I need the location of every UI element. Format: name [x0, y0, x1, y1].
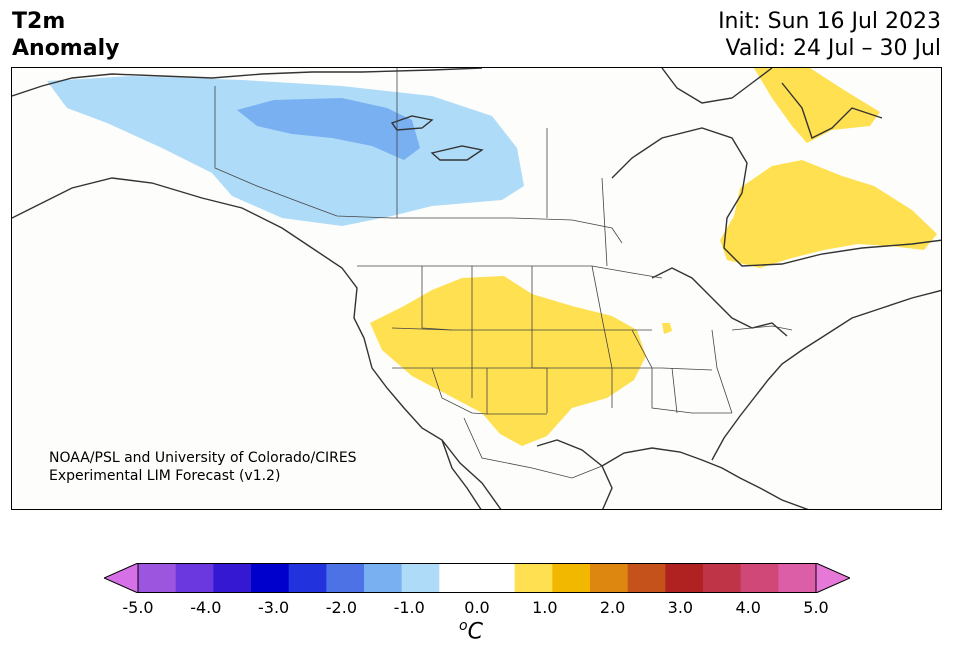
colorbar-bin [552, 563, 591, 593]
anomaly-map [12, 68, 941, 509]
credit-line-1: NOAA/PSL and University of Colorado/CIRE… [49, 450, 357, 466]
colorbar-tick-label: 0.0 [464, 598, 490, 617]
colorbar-bin [251, 563, 290, 593]
title-variable: T2m [12, 9, 66, 34]
colorbar-bin [288, 563, 327, 593]
colorbar-bin [514, 563, 553, 593]
colorbar-tick-label: 3.0 [667, 598, 694, 617]
credit-line-2: Experimental LIM Forecast (v1.2) [49, 468, 281, 484]
colorbar-tick-label: 1.0 [532, 598, 558, 617]
warm-anomaly-western-us [370, 276, 646, 446]
colorbar-tick-label: 2.0 [599, 598, 626, 617]
colorbar-bin [665, 563, 704, 593]
init-date: Init: Sun 16 Jul 2023 [718, 9, 941, 34]
colorbar-bin [439, 563, 478, 593]
colorbar-tick-label: -2.0 [325, 598, 357, 617]
map-panel [11, 67, 942, 510]
colorbar-bin [740, 563, 779, 593]
colorbar-tick-label: 5.0 [803, 598, 829, 617]
colorbar-extend-high [815, 563, 850, 593]
colorbar-tick-label: -5.0 [122, 598, 154, 617]
warm-anomaly-eastern-canada [720, 160, 937, 268]
political-borders [214, 68, 793, 479]
colorbar-tick-label: 4.0 [735, 598, 761, 617]
colorbar-tick-label: -1.0 [393, 598, 425, 617]
colorbar-tick-label: -4.0 [190, 598, 222, 617]
colorbar-bin [326, 563, 365, 593]
credit-text: NOAA/PSL and University of Colorado/CIRE… [49, 449, 357, 485]
coastlines [12, 68, 941, 509]
colorbar-outline [137, 563, 817, 593]
colorbar-bin [703, 563, 742, 593]
units-degree: o [459, 618, 468, 634]
map-title: T2m Anomaly [12, 8, 119, 62]
title-quantity: Anomaly [12, 36, 120, 61]
warm-anomaly-small [662, 323, 672, 334]
warm-anomaly-baffin [754, 68, 880, 143]
colorbar-tick-label: -3.0 [257, 598, 290, 617]
colorbar-bin [778, 563, 817, 593]
colorbar-bin [213, 563, 252, 593]
colorbar-bin [590, 563, 629, 593]
cold-anomaly-northwest-canada [47, 76, 524, 226]
valid-range: Valid: 24 Jul – 30 Jul [725, 36, 941, 61]
forecast-dates: Init: Sun 16 Jul 2023 Valid: 24 Jul – 30… [718, 8, 941, 62]
units-celsius: C [467, 619, 483, 645]
colorbar-bin [175, 563, 214, 593]
colorbar-bin [138, 563, 177, 593]
colorbar-bin [364, 563, 403, 593]
anomaly-colorbar [104, 563, 850, 593]
colorbar-bin [401, 563, 440, 593]
colorbar-extend-low [104, 563, 139, 593]
colorbar-bin [477, 563, 516, 593]
cold-anomaly-core [237, 98, 420, 160]
colorbar-bin [627, 563, 666, 593]
units-label: oC [459, 618, 483, 644]
